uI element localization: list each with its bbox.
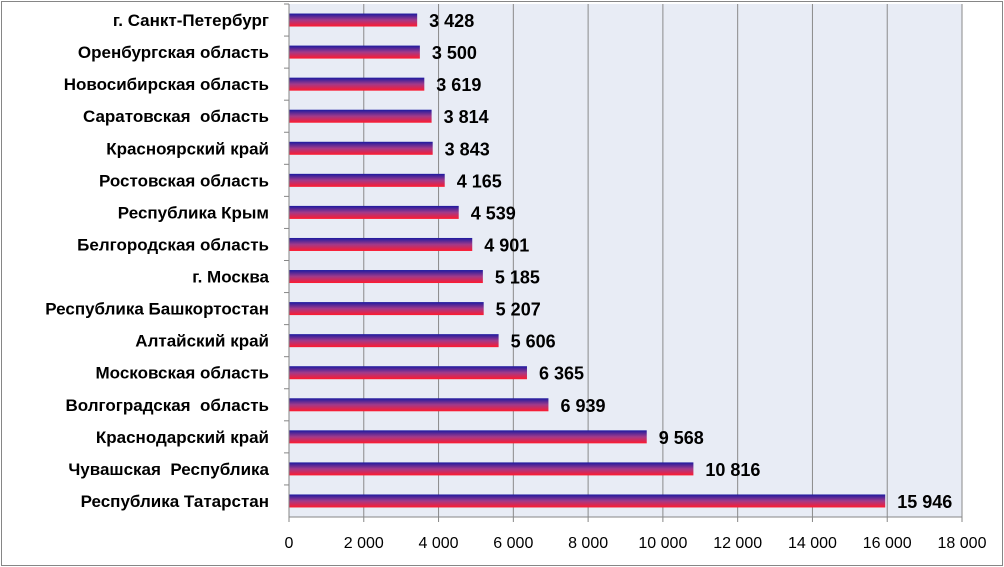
labels: г. Санкт-Петербург 3 428 Оренбургская обла… <box>45 11 952 512</box>
category-label: Оренбургская область <box>78 43 269 62</box>
category-label: Волгоградская область <box>66 396 270 415</box>
x-tick-label: 6 000 <box>493 535 533 552</box>
category-label: Московская область <box>96 364 269 383</box>
data-label: 6 939 <box>560 396 605 416</box>
x-tick-label: 0 <box>285 535 294 552</box>
category-label: Чувашская Республика <box>68 460 269 479</box>
axes: 0 2 000 4 000 6 000 8 000 10 000 12 000 14 000 1… <box>284 3 987 552</box>
category-label: Республика Крым <box>118 203 269 222</box>
data-label: 4 165 <box>457 171 502 191</box>
data-label: 3 814 <box>444 107 489 127</box>
x-tick-label: 12 000 <box>713 535 762 552</box>
data-label: 4 901 <box>484 235 529 255</box>
bar <box>289 109 432 123</box>
data-label: 10 816 <box>705 460 760 480</box>
bars <box>289 13 886 508</box>
bar <box>289 13 418 27</box>
bar <box>289 398 549 412</box>
bar <box>289 430 647 444</box>
data-label: 4 539 <box>471 203 516 223</box>
bar <box>289 334 499 348</box>
category-label: Новосибирская область <box>64 75 269 94</box>
x-tick-label: 14 000 <box>788 535 837 552</box>
data-label: 5 606 <box>511 332 556 352</box>
x-tick-label: 2 000 <box>344 535 384 552</box>
bar <box>289 141 433 155</box>
category-label: г. Москва <box>192 268 269 287</box>
category-label: г. Санкт-Петербург <box>113 11 269 30</box>
x-tick-label: 8 000 <box>568 535 608 552</box>
bar <box>289 237 473 251</box>
data-label: 6 365 <box>539 364 584 384</box>
x-tick-label: 16 000 <box>863 535 912 552</box>
data-label: 3 619 <box>436 75 481 95</box>
data-label: 3 428 <box>429 11 474 31</box>
bar <box>289 302 484 316</box>
category-label: Краснодарский край <box>96 428 269 447</box>
data-label: 9 568 <box>659 428 704 448</box>
category-label: Республика Башкортостан <box>45 300 269 319</box>
bar <box>289 77 425 91</box>
data-label: 3 843 <box>445 139 490 159</box>
category-label: Алтайский край <box>135 332 269 351</box>
data-label: 15 946 <box>897 492 952 512</box>
bar <box>289 45 420 59</box>
x-tick-label: 18 000 <box>938 535 987 552</box>
data-label: 5 207 <box>496 300 541 320</box>
x-tick-label: 10 000 <box>638 535 687 552</box>
category-label: Саратовская область <box>83 107 269 126</box>
category-label: Республика Татарстан <box>81 492 269 511</box>
bar <box>289 270 483 284</box>
x-tick-label: 4 000 <box>419 535 459 552</box>
category-label: Красноярский край <box>106 139 269 158</box>
bar <box>289 366 527 380</box>
category-label: Ростовская область <box>99 171 269 190</box>
data-label: 5 185 <box>495 268 540 288</box>
bar <box>289 205 459 219</box>
data-label: 3 500 <box>432 43 477 63</box>
category-label: Белгородская область <box>77 235 269 254</box>
bar <box>289 494 886 508</box>
bar <box>289 173 445 187</box>
bar <box>289 462 694 476</box>
